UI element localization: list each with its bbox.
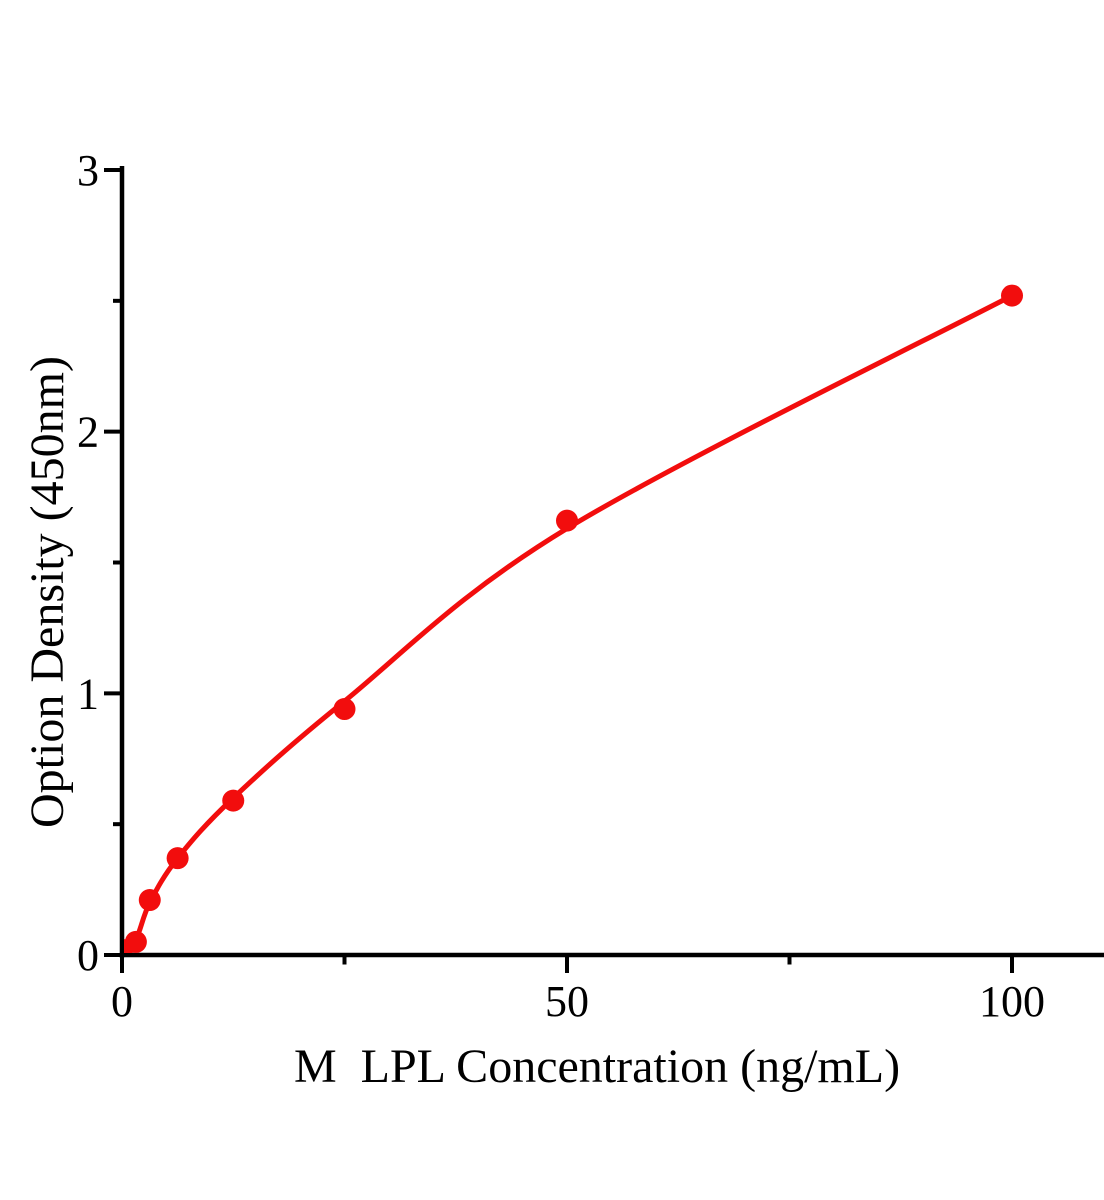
plot-area [124,284,1023,953]
standard-curve-line [124,293,1015,953]
y-tick-label: 1 [77,669,99,718]
tick-labels: 0 50 100 0 1 2 3 [77,146,1045,1026]
data-point [222,789,245,812]
data-point [138,889,161,912]
y-axis-title: Option Density (450nm) [21,356,74,828]
data-point [556,509,578,532]
y-tick-label: 2 [77,408,99,457]
data-point [166,847,189,870]
x-tick-label: 50 [545,977,589,1026]
data-point [333,698,356,721]
data-point [1001,284,1023,307]
x-tick-label: 0 [111,977,133,1026]
x-tick-label: 100 [979,977,1045,1026]
x-axis-title: M LPL Concentration (ng/mL) [294,1040,900,1093]
data-points [124,284,1023,953]
y-tick-label: 3 [77,146,99,195]
y-tick-label: 0 [77,931,99,980]
data-point [124,930,147,953]
axis-ticks [104,168,1014,973]
